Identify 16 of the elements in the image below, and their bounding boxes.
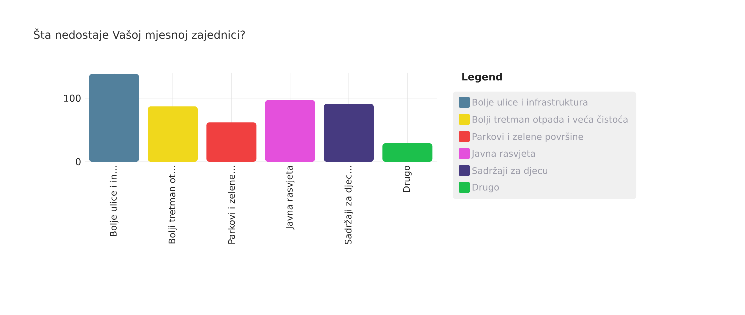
x-tick-label: Sadržaji za djec… (344, 166, 354, 244)
legend-label: Bolji tretman otpada i veća čistoća (472, 116, 628, 125)
x-tick-label: Parkovi i zelene… (228, 166, 236, 244)
x-tick-label: Bolje ulice i in… (110, 166, 119, 236)
legend-label: Parkovi i zelene površine (472, 132, 584, 142)
chart-title: Šta nedostaje Vašoj mjesnoj zajednici? (34, 28, 246, 42)
y-tick-label: 100 (64, 94, 81, 102)
legend-label: Javna rasvjeta (472, 150, 536, 159)
legend-label: Bolje ulice i infrastruktura (472, 98, 588, 108)
x-tick-label: Bolji tretman ot… (168, 166, 178, 244)
legend-label: Sadržaji za djecu (472, 166, 548, 176)
legend-label: Drugo (472, 184, 500, 193)
y-tick-label: 0 (76, 158, 81, 166)
x-tick-label: Drugo (403, 166, 412, 192)
legend-title: Legend (462, 73, 502, 83)
x-tick-label: Javna rasvjeta (286, 166, 295, 230)
